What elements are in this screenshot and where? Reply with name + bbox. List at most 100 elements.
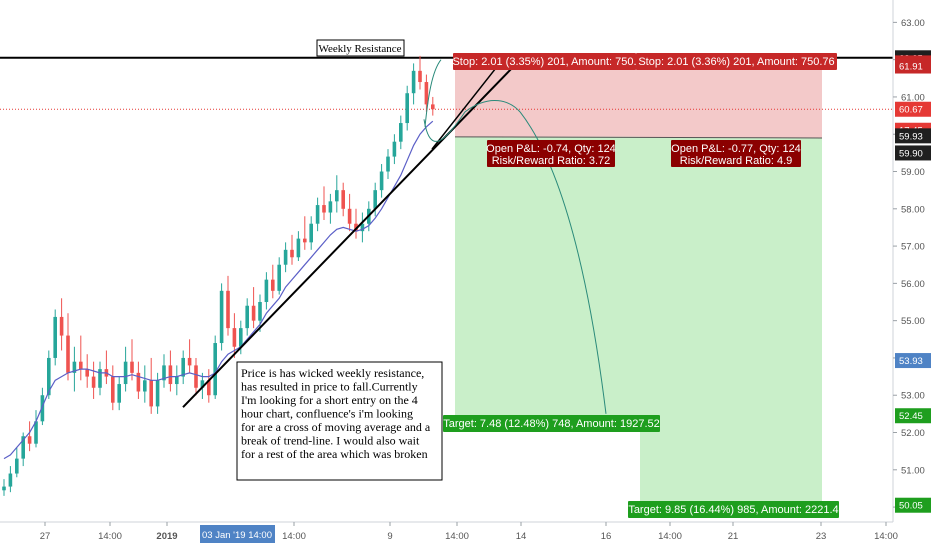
candle-body [296, 238, 301, 258]
candle-body [85, 369, 89, 377]
price-tag-marker-bg [895, 353, 931, 369]
candle-body [21, 436, 25, 459]
stop-tag-2-text: Stop: 2.01 (3.36%) 201, Amount: 750.76 [638, 56, 834, 68]
stop-tag-1-text: Stop: 2.01 (3.35%) 201, Amount: 750. [452, 56, 636, 68]
time-tick-label: 14 [516, 531, 527, 542]
candle-body [40, 395, 45, 422]
candle-body [111, 376, 115, 403]
price-tag-stop-1: 61.91 [899, 62, 923, 73]
candle-body [219, 290, 224, 344]
candle-body [136, 372, 141, 392]
candle-body [315, 205, 320, 224]
price-tag-entry-1-bg [895, 128, 931, 144]
pnl-tag-2-text: Risk/Reward Ratio: 4.9 [680, 155, 793, 167]
time-axis-bg [0, 522, 932, 550]
target-zone-2 [640, 137, 822, 506]
idea-text-line: has resulted in price to fall.Currently [241, 380, 418, 394]
candle-body [98, 369, 102, 388]
pnl-tag-2-bg [671, 140, 801, 167]
target-tag-2-text: Target: 9.85 (16.44%) 985, Amount: 2221.… [628, 504, 838, 516]
time-tick-label: 16 [601, 531, 612, 542]
time-tick-label: 23 [816, 531, 827, 542]
target-tag-1: Target: 7.48 (12.48%) 748, Amount: 1927.… [443, 415, 660, 432]
candle-body [303, 238, 307, 243]
candle-body [200, 380, 205, 388]
candle-body [194, 365, 198, 388]
position-zones [454, 61, 823, 506]
price-tag-target-2-bg [895, 497, 931, 513]
candle-body [66, 335, 70, 373]
projection-curve-3 [424, 59, 442, 127]
candle-body [392, 141, 397, 157]
target-zone-1 [455, 136, 640, 416]
idea-text-line: Price is has wicked weekly resistance, [241, 366, 424, 380]
price-tag-target-1: 52.45 [899, 411, 923, 422]
price-tick-label: 51.00 [901, 465, 925, 476]
stop-tag-2: Stop: 2.01 (3.36%) 201, Amount: 750.76 [636, 53, 837, 70]
candle-body [8, 473, 13, 487]
candle-body [379, 171, 384, 191]
position-tags: Stop: 2.01 (3.35%) 201, Amount: 750. Stop… [443, 53, 839, 518]
annotations: Weekly Resistance Price is has wicked wee… [236, 39, 443, 481]
price-tag-entry-2-bg [895, 145, 931, 161]
idea-box [236, 361, 443, 481]
price-axis[interactable]: 63.0062.0061.0060.0059.0058.0057.0056.00… [892, 0, 932, 550]
projection-curve-1 [423, 100, 521, 142]
stop-zone-1 [455, 63, 640, 137]
candle-body [123, 361, 128, 385]
price-tick-label: 58.00 [901, 204, 925, 215]
price-tag-target-2: 50.05 [899, 501, 923, 512]
time-highlight-bg [200, 525, 275, 543]
candle-body [424, 82, 429, 105]
candle-body [187, 357, 192, 366]
idea-text-line: hour chart, confluence's i'm looking [241, 407, 413, 421]
trend-line-main [182, 57, 523, 408]
candle-body [239, 328, 243, 347]
time-tick-label: 14:00 [445, 531, 469, 542]
candle-body [341, 190, 345, 209]
stop-tag-1: Stop: 2.01 (3.35%) 201, Amount: 750. [452, 53, 637, 70]
candle-body [207, 380, 211, 396]
price-tag-stop-1-bg [895, 58, 931, 74]
candle-body [264, 279, 269, 303]
weekly-resistance-label: Weekly Resistance [318, 43, 401, 55]
time-tick-label: 27 [40, 531, 51, 542]
candle-body [399, 123, 403, 142]
price-tick-label: 57.00 [901, 242, 925, 253]
price-tick-label: 61.00 [901, 92, 925, 103]
stop-tag-1-bg [453, 53, 636, 70]
stop-tag-2-bg [636, 53, 837, 70]
pnl-tag-1-text: Open P&L: -0.74, Qty: 124 [486, 143, 616, 155]
candle-body [34, 421, 38, 444]
price-tag-current-bg [895, 101, 931, 117]
time-tick-label: 14:00 [874, 531, 898, 542]
candle-body [226, 290, 230, 329]
candle-body [91, 376, 96, 388]
time-highlight-label: 03 Jan '19 14:00 [202, 530, 272, 541]
candle-body [72, 361, 77, 373]
target-tag-2: Target: 9.85 (16.44%) 985, Amount: 2221.… [628, 501, 839, 518]
stop-zone-2 [640, 61, 822, 138]
weekly-resistance-box [316, 39, 405, 57]
pnl-tag-1-text: Risk/Reward Ratio: 3.72 [492, 155, 611, 167]
target-tag-2-bg [628, 501, 839, 518]
price-tag-entry-1: 59.93 [899, 131, 923, 142]
candle-body [271, 279, 275, 291]
candle-body [251, 305, 256, 321]
candle-body [360, 223, 365, 232]
time-axis[interactable]: 27 14:00 2019 14:00 9 14:00 14 16 14:00 21 23 14:00… [0, 521, 932, 550]
price-tag-entry-2: 59.90 [899, 148, 923, 159]
candle-body [245, 305, 249, 329]
candle-body [283, 249, 288, 265]
entry-line [454, 136, 823, 139]
price-tick-label: 56.00 [901, 279, 925, 290]
time-tick-label: 21 [728, 531, 739, 542]
price-axis-bg [893, 0, 932, 550]
time-tick-label: 2019 [156, 531, 177, 542]
price-tick-label: 55.00 [901, 316, 925, 327]
candle-body [168, 365, 173, 385]
candle-body [27, 436, 32, 444]
price-tick-label: 59.00 [901, 167, 925, 178]
